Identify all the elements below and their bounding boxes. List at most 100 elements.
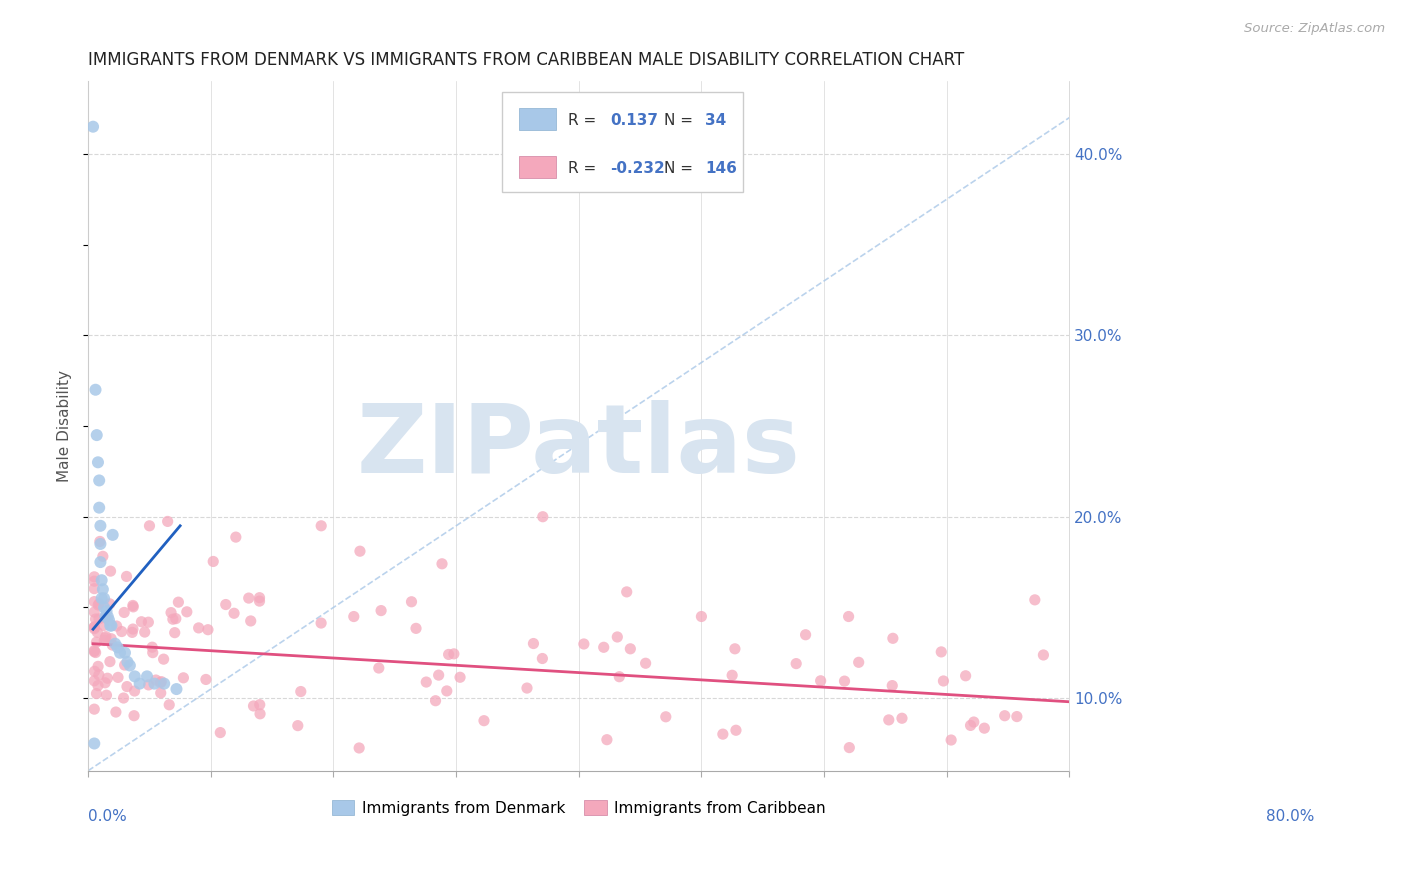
Point <box>287 718 309 732</box>
Point <box>107 640 129 655</box>
Point <box>83 622 105 636</box>
Point <box>98 655 121 669</box>
Text: 0.0%: 0.0% <box>89 809 127 823</box>
Point <box>134 625 156 640</box>
Point <box>83 665 105 679</box>
Text: N =: N = <box>664 113 697 128</box>
Point <box>83 702 105 716</box>
Point <box>87 598 110 612</box>
Point <box>607 670 630 684</box>
Point <box>838 740 860 755</box>
Point <box>96 604 118 618</box>
Point <box>149 675 172 690</box>
Point <box>347 741 370 756</box>
Point <box>138 615 160 630</box>
Point <box>401 595 423 609</box>
Point <box>122 622 145 636</box>
Point <box>370 604 392 618</box>
Point <box>141 640 163 655</box>
Point <box>848 656 870 670</box>
Point <box>107 670 129 684</box>
Point <box>83 644 105 658</box>
Point <box>606 630 628 644</box>
Point <box>104 637 127 651</box>
Point <box>117 655 139 669</box>
Point <box>108 646 131 660</box>
Point <box>138 678 160 692</box>
Point <box>89 500 111 515</box>
Point <box>83 574 105 589</box>
Point <box>94 675 117 690</box>
Point <box>87 597 110 611</box>
Point <box>437 648 460 662</box>
Text: 80.0%: 80.0% <box>1267 809 1315 823</box>
Point <box>472 714 495 728</box>
Text: Source: ZipAtlas.com: Source: ZipAtlas.com <box>1244 22 1385 36</box>
Point <box>93 633 115 648</box>
Point <box>145 673 167 687</box>
Point <box>187 621 209 635</box>
Point <box>215 598 238 612</box>
Point <box>1005 709 1028 723</box>
Point <box>87 659 110 673</box>
Point <box>86 625 108 640</box>
Point <box>785 657 807 671</box>
Point <box>105 619 128 633</box>
Point <box>165 612 187 626</box>
Point <box>167 595 190 609</box>
Point <box>349 544 371 558</box>
Point <box>963 714 986 729</box>
Text: 146: 146 <box>706 161 737 177</box>
Point <box>87 455 110 469</box>
Point <box>83 570 105 584</box>
Point <box>343 609 366 624</box>
Point <box>93 618 115 632</box>
Point <box>655 710 678 724</box>
Point <box>93 591 115 606</box>
Point <box>222 607 245 621</box>
Point <box>115 569 138 583</box>
Point <box>90 591 112 606</box>
Point <box>86 687 108 701</box>
Bar <box>519 108 557 130</box>
Point <box>430 557 453 571</box>
Text: IMMIGRANTS FROM DENMARK VS IMMIGRANTS FROM CARIBBEAN MALE DISABILITY CORRELATION: IMMIGRANTS FROM DENMARK VS IMMIGRANTS FR… <box>89 51 965 69</box>
Point <box>721 668 744 682</box>
Point <box>194 673 217 687</box>
Point <box>83 582 105 596</box>
Point <box>596 732 619 747</box>
Point <box>249 591 271 605</box>
Point <box>83 594 105 608</box>
Point <box>436 684 458 698</box>
Point <box>405 621 427 635</box>
Point <box>367 661 389 675</box>
Point <box>112 691 135 706</box>
Point <box>91 549 114 564</box>
Point <box>138 518 160 533</box>
Text: R =: R = <box>568 113 602 128</box>
Point <box>415 675 437 690</box>
Point <box>82 120 104 134</box>
Point <box>724 641 747 656</box>
Point <box>172 671 194 685</box>
Point <box>124 684 146 698</box>
Point <box>516 681 538 695</box>
Point <box>932 673 955 688</box>
Point <box>101 528 124 542</box>
Point <box>225 530 247 544</box>
Point <box>131 615 153 629</box>
Point <box>87 668 110 682</box>
Point <box>309 615 332 630</box>
Point <box>121 599 143 613</box>
Point <box>290 684 312 698</box>
Point <box>572 637 595 651</box>
Point <box>425 694 447 708</box>
Point <box>98 618 121 632</box>
Point <box>83 620 105 634</box>
Point <box>115 680 138 694</box>
Point <box>89 555 111 569</box>
Point <box>242 698 264 713</box>
Point <box>89 534 111 549</box>
Point <box>634 657 657 671</box>
Point <box>157 698 180 712</box>
